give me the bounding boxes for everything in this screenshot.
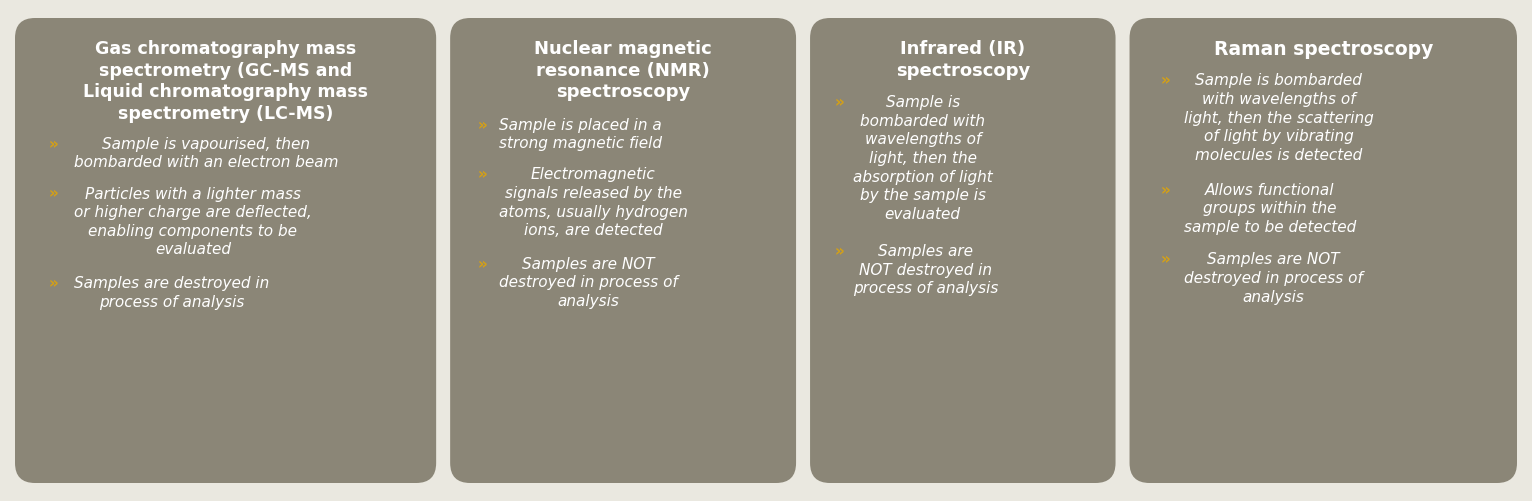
FancyBboxPatch shape bbox=[1129, 18, 1517, 483]
Text: »: » bbox=[49, 137, 58, 152]
Text: »: » bbox=[835, 95, 844, 110]
Text: Electromagnetic
signals released by the
atoms, usually hydrogen
ions, are detect: Electromagnetic signals released by the … bbox=[498, 167, 688, 238]
Text: »: » bbox=[1161, 74, 1170, 89]
Text: Infrared (IR)
spectroscopy: Infrared (IR) spectroscopy bbox=[896, 40, 1030, 80]
Text: »: » bbox=[1161, 253, 1170, 268]
Text: Nuclear magnetic
resonance (NMR)
spectroscopy: Nuclear magnetic resonance (NMR) spectro… bbox=[535, 40, 712, 101]
Text: Samples are destroyed in
process of analysis: Samples are destroyed in process of anal… bbox=[74, 276, 270, 310]
Text: Samples are NOT
destroyed in process of
analysis: Samples are NOT destroyed in process of … bbox=[498, 257, 677, 309]
Text: Sample is placed in a
strong magnetic field: Sample is placed in a strong magnetic fi… bbox=[498, 118, 662, 151]
Text: Particles with a lighter mass
or higher charge are deflected,
enabling component: Particles with a lighter mass or higher … bbox=[74, 186, 311, 258]
Text: »: » bbox=[478, 118, 487, 133]
Text: Sample is
bombarded with
wavelengths of
light, then the
absorption of light
by t: Sample is bombarded with wavelengths of … bbox=[853, 95, 993, 222]
Text: Allows functional
groups within the
sample to be detected: Allows functional groups within the samp… bbox=[1184, 183, 1356, 235]
Text: »: » bbox=[478, 167, 487, 182]
Text: Samples are
NOT destroyed in
process of analysis: Samples are NOT destroyed in process of … bbox=[853, 244, 999, 297]
Text: Sample is bombarded
with wavelengths of
light, then the scattering
of light by v: Sample is bombarded with wavelengths of … bbox=[1184, 74, 1374, 163]
Text: Gas chromatography mass
spectrometry (GC-MS and
Liquid chromatography mass
spect: Gas chromatography mass spectrometry (GC… bbox=[83, 40, 368, 123]
Text: »: » bbox=[49, 186, 58, 201]
Text: Sample is vapourised, then
bombarded with an electron beam: Sample is vapourised, then bombarded wit… bbox=[74, 137, 339, 170]
FancyBboxPatch shape bbox=[810, 18, 1115, 483]
FancyBboxPatch shape bbox=[15, 18, 437, 483]
Text: Samples are NOT
destroyed in process of
analysis: Samples are NOT destroyed in process of … bbox=[1184, 253, 1362, 305]
Text: »: » bbox=[835, 244, 844, 259]
Text: »: » bbox=[49, 276, 58, 291]
Text: »: » bbox=[1161, 183, 1170, 198]
FancyBboxPatch shape bbox=[450, 18, 797, 483]
Text: »: » bbox=[478, 257, 487, 272]
Text: Raman spectroscopy: Raman spectroscopy bbox=[1213, 40, 1432, 59]
